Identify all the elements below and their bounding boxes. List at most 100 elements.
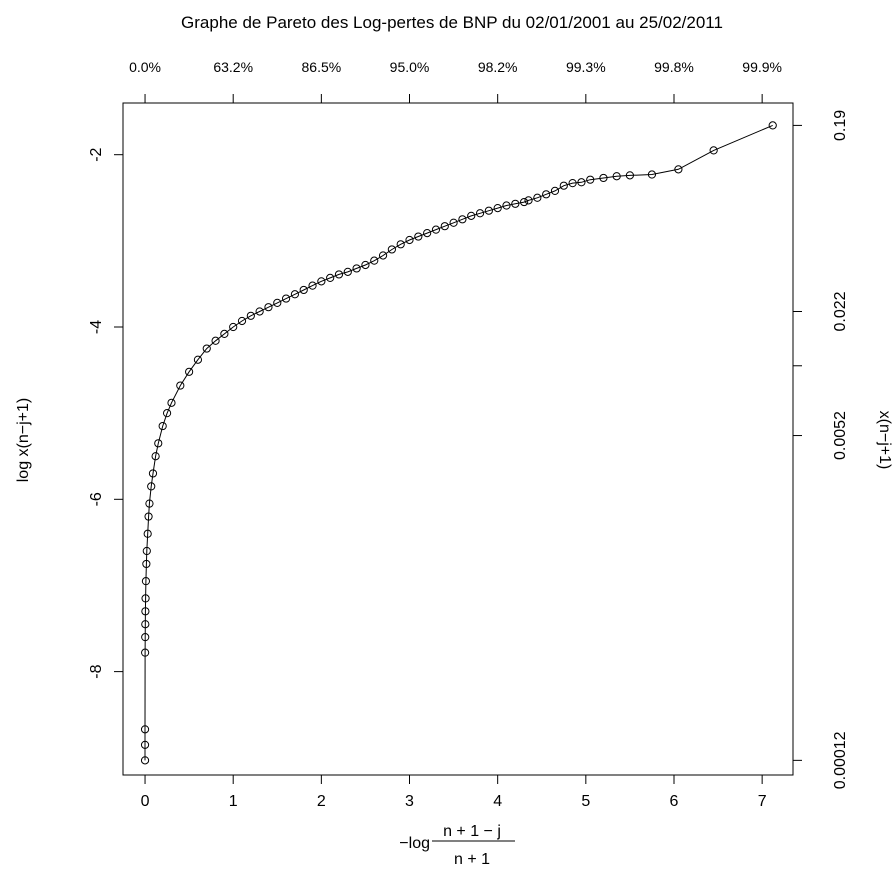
x-tick-label: 5 [581, 793, 590, 810]
right-tick-label: 0.19 [832, 110, 849, 141]
top-tick-label: 95.0% [390, 59, 430, 75]
y-tick-label: -4 [88, 320, 105, 334]
data-point [768, 121, 777, 130]
data-point [141, 607, 150, 616]
data-point [141, 594, 150, 603]
data-point [148, 469, 158, 478]
series-points [140, 121, 777, 765]
data-point [378, 251, 388, 260]
right-tick-label: 0.022 [832, 291, 849, 331]
y-tick-label: -2 [88, 147, 105, 161]
data-point [467, 211, 476, 220]
data-point [273, 298, 282, 307]
data-point [211, 336, 220, 345]
data-point [524, 196, 533, 205]
plot-frame [122, 102, 794, 776]
data-point [255, 307, 264, 316]
top-tick-label: 99.3% [566, 59, 606, 75]
data-point [176, 381, 185, 390]
data-point [167, 398, 176, 407]
data-point [264, 303, 273, 312]
data-point [143, 529, 152, 538]
data-point [144, 512, 153, 521]
data-point [674, 165, 683, 174]
data-point [141, 577, 151, 586]
data-point [568, 179, 577, 188]
data-point [142, 559, 151, 569]
data-point [317, 277, 326, 286]
top-axis: 0.0% 63.2% 86.5% 95.0% 98.2% 99.3% 99.8% 99.9% [129, 59, 782, 104]
data-point [141, 633, 150, 642]
data-point [334, 270, 344, 279]
data-point [370, 256, 379, 265]
data-point [142, 546, 151, 556]
top-tick-label: 98.2% [478, 59, 518, 75]
x-axis: 0 1 2 3 4 5 6 7 [141, 774, 767, 810]
data-point [502, 201, 511, 210]
x-tick-label: 6 [670, 793, 679, 810]
data-point [145, 499, 154, 508]
data-point [202, 344, 211, 353]
series-line [144, 124, 773, 761]
data-point [185, 367, 194, 376]
data-point [140, 740, 150, 749]
y-axis-label: log x(n−j+1) [15, 398, 32, 483]
x-axis-label-prefix: −log [399, 835, 430, 852]
data-point [299, 285, 308, 295]
data-point [493, 204, 502, 213]
x-tick-label: 7 [758, 793, 767, 810]
right-tick-label: 0.00012 [832, 731, 849, 789]
top-tick-label: 0.0% [129, 59, 161, 75]
data-point [647, 170, 657, 179]
data-point [237, 316, 247, 326]
right-axis: 0.19 0.022 0.0052 0.00012 [792, 110, 849, 789]
data-point [151, 452, 160, 461]
right-tick-label: 0.0052 [832, 411, 849, 460]
right-axis-label: x(n−j+1) [876, 411, 893, 470]
y-axis: -2 -4 -6 -8 [88, 147, 124, 679]
data-point [361, 260, 370, 270]
data-point [458, 215, 467, 224]
data-point [352, 264, 361, 273]
data-point [405, 235, 414, 245]
data-point [625, 171, 635, 180]
data-point [162, 409, 172, 418]
data-point [141, 648, 150, 657]
data-point [281, 294, 291, 303]
data-point [414, 232, 423, 241]
x-axis-label-denominator: n + 1 [454, 851, 490, 868]
data-point [511, 199, 520, 208]
data-point [308, 281, 317, 290]
data-point [520, 197, 529, 207]
data-point [141, 620, 150, 629]
y-tick-label: -8 [88, 664, 105, 678]
data-point [229, 322, 238, 332]
top-tick-label: 99.8% [654, 59, 694, 75]
x-tick-label: 2 [317, 793, 326, 810]
x-tick-label: 3 [405, 793, 414, 810]
data-point [154, 439, 163, 448]
data-point [147, 482, 156, 491]
data-point [449, 218, 458, 227]
top-tick-label: 63.2% [213, 59, 253, 75]
data-point [396, 240, 405, 249]
data-point [542, 190, 551, 199]
y-tick-label: -6 [88, 492, 105, 506]
data-point [559, 181, 568, 190]
data-point [599, 173, 608, 183]
data-point [440, 222, 449, 231]
data-point [290, 290, 300, 299]
data-point [326, 273, 335, 282]
x-axis-label-numerator: n + 1 − j [443, 823, 501, 840]
x-tick-label: 4 [493, 793, 502, 810]
top-tick-label: 99.9% [742, 59, 782, 75]
data-point [140, 756, 150, 765]
data-point [484, 206, 493, 215]
data-point [246, 311, 255, 320]
data-point [709, 146, 718, 155]
data-point [220, 329, 229, 338]
data-point [423, 228, 432, 238]
data-point [612, 172, 621, 181]
top-tick-label: 86.5% [302, 59, 342, 75]
